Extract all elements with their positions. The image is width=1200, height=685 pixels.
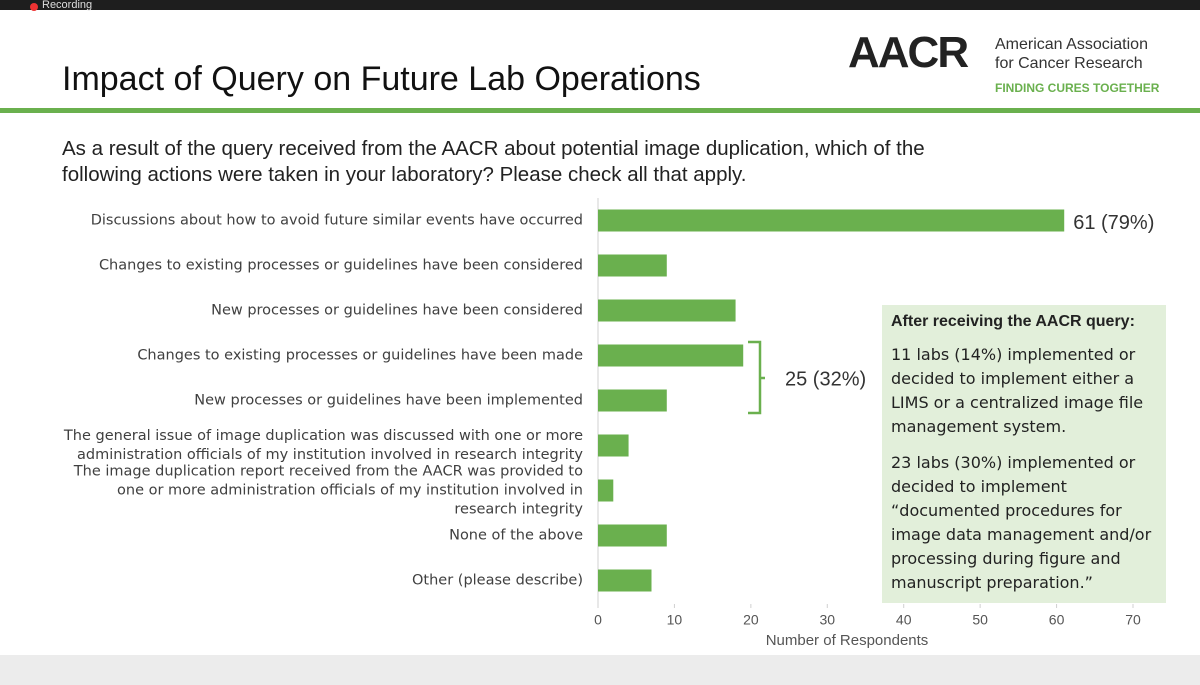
- x-tick-label: 20: [743, 612, 759, 628]
- callout-line: decided to implement either a: [891, 369, 1135, 388]
- callout-line: processing during figure and: [891, 549, 1121, 568]
- callout: After receiving the AACR query: 11 labs …: [882, 305, 1166, 603]
- callout-line: image data management and/or: [891, 525, 1152, 544]
- recording-bar: Recording: [0, 0, 1200, 11]
- x-tick-label: 60: [1049, 612, 1065, 628]
- callout-line: 11 labs (14%) implemented or: [891, 345, 1136, 364]
- org-line: American Association: [995, 36, 1148, 53]
- category-label: None of the above: [449, 527, 583, 543]
- x-axis-title: Number of Respondents: [766, 632, 929, 649]
- category-label: Changes to existing processes or guideli…: [98, 257, 583, 273]
- org-line: for Cancer Research: [995, 55, 1143, 72]
- category-label: The general issue of image duplication w…: [63, 427, 583, 463]
- bar: [598, 299, 736, 322]
- x-tick-label: 50: [972, 612, 988, 628]
- bar: [598, 524, 667, 547]
- bar: [598, 344, 744, 367]
- x-tick-label: 0: [594, 612, 602, 628]
- bar: [598, 389, 667, 412]
- annotation: 25 (32%): [785, 368, 866, 390]
- callout-line: manuscript preparation.”: [891, 573, 1093, 592]
- callout-line: “documented procedures for: [891, 501, 1122, 520]
- bar: [598, 569, 652, 592]
- bar: [598, 209, 1065, 232]
- category-label: New processes or guidelines have been co…: [211, 302, 583, 318]
- x-tick-label: 30: [819, 612, 835, 628]
- x-tick-label: 10: [667, 612, 683, 628]
- category-label: The image duplication report received fr…: [73, 463, 583, 517]
- bracket: [748, 340, 765, 415]
- header-rule: [0, 108, 1200, 113]
- bar: [598, 479, 614, 502]
- bar: [598, 254, 667, 277]
- category-label: Changes to existing processes or guideli…: [137, 347, 583, 363]
- callout-line: decided to implement: [891, 477, 1067, 496]
- recording-dot: [30, 3, 38, 11]
- callout-body: 11 labs (14%) implemented or decided to i…: [891, 343, 1151, 595]
- recording-label: Recording: [42, 0, 93, 11]
- category-label: Discussions about how to avoid future si…: [90, 212, 583, 228]
- callout-line: LIMS or a centralized image file: [891, 393, 1144, 412]
- category-label: Other (please describe): [412, 572, 583, 588]
- org-name: American Association for Cancer Research: [995, 35, 1148, 73]
- callout-paragraph: 11 labs (14%) implemented or decided to i…: [891, 343, 1151, 439]
- callout-paragraph: 23 labs (30%) implemented or decided to i…: [891, 451, 1151, 595]
- logo: AACR: [848, 28, 969, 77]
- question-line: As a result of the query received from t…: [62, 137, 925, 160]
- question-line: following actions were taken in your lab…: [62, 163, 747, 186]
- bar: [598, 434, 629, 457]
- x-tick-label: 40: [896, 612, 912, 628]
- chart: 25 (32%) 0 10 20 30 40 50 60 70 Number of Respon…: [594, 198, 1154, 649]
- footer-band: [0, 655, 1200, 685]
- tagline: FINDING CURES TOGETHER: [995, 81, 1160, 95]
- slide-title: Impact of Query on Future Lab Operations: [62, 60, 701, 98]
- value-label: 61 (79%): [1073, 212, 1154, 234]
- x-tick-label: 70: [1125, 612, 1141, 628]
- question: As a result of the query received from t…: [62, 136, 925, 188]
- callout-line: 23 labs (30%) implemented or: [891, 453, 1136, 472]
- callout-heading: After receiving the AACR query:: [891, 313, 1135, 330]
- category-label: New processes or guidelines have been im…: [194, 392, 583, 408]
- callout-line: management system.: [891, 417, 1067, 436]
